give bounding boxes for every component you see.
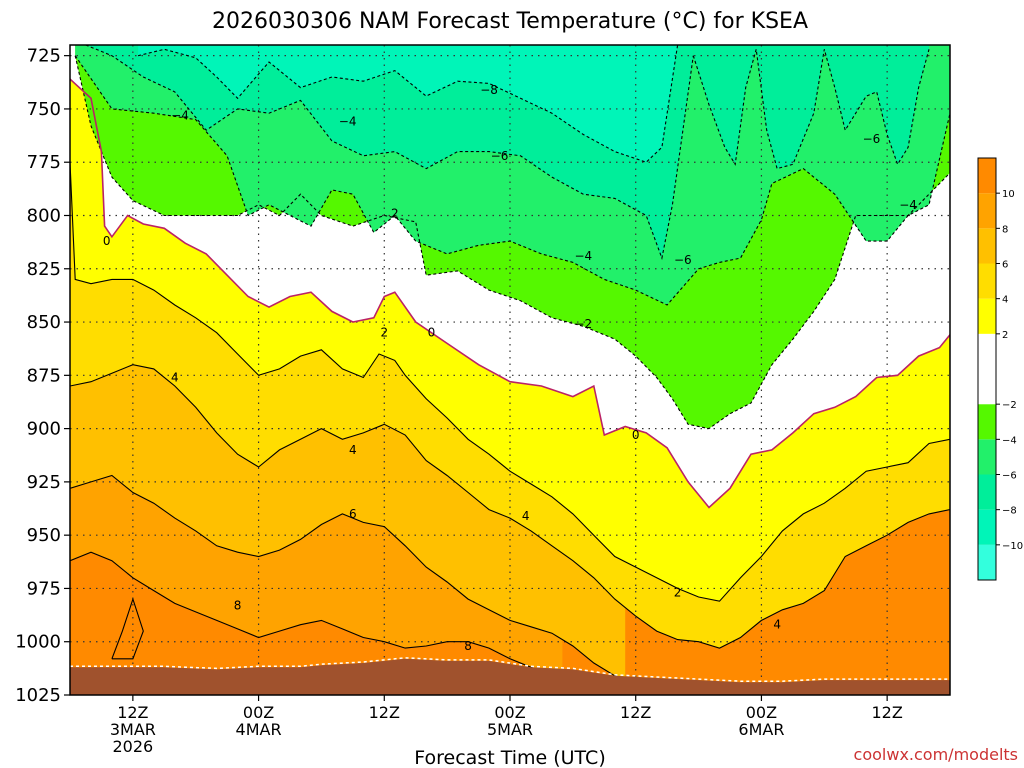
colorbar-band--8 bbox=[978, 474, 996, 510]
isotherm-line-6 bbox=[70, 162, 950, 602]
fill-level--6 bbox=[693, 45, 929, 169]
y-tick-label-900: 900 bbox=[27, 419, 61, 440]
isotherm-line-9 bbox=[70, 551, 563, 681]
temperature-fills bbox=[70, 45, 950, 695]
x-tick-label-72-2: 6MAR bbox=[738, 720, 784, 739]
x-tick-label-48-1: 00Z bbox=[494, 703, 525, 722]
colorbar-label-7: −6 bbox=[1002, 471, 1017, 482]
colorbar-label-1: 8 bbox=[1002, 224, 1008, 235]
colorbar-band--4 bbox=[978, 404, 996, 440]
contour-label-21: 8 bbox=[464, 639, 472, 653]
isotherm-line-5 bbox=[70, 78, 950, 509]
contour-label-2: −4 bbox=[171, 108, 189, 122]
colorbar-label-2: 6 bbox=[1002, 260, 1008, 271]
x-axis-label: Forecast Time (UTC) bbox=[414, 747, 605, 768]
fill-level--8 bbox=[138, 45, 678, 163]
y-tick-label-925: 925 bbox=[27, 472, 61, 493]
y-tick-label-725: 725 bbox=[27, 46, 61, 67]
plot-area: −8 −6 −4 −4 −4 −6 −6 −4 2 −2 0 0 0 2 2 4 4 4 4 6 8 8 bbox=[70, 45, 950, 695]
colorbar-label-5: −2 bbox=[1002, 400, 1017, 411]
ground-edge bbox=[70, 657, 950, 682]
isotherm-line-8 bbox=[70, 474, 626, 681]
y-tick-label-1025: 1025 bbox=[15, 685, 61, 706]
y-tick-label-850: 850 bbox=[27, 312, 61, 333]
y-tick-label-1000: 1000 bbox=[15, 632, 61, 653]
x-tick-label-48-2: 5MAR bbox=[487, 720, 533, 739]
contour-labels: −8 −6 −4 −4 −4 −6 −6 −4 2 −2 0 0 0 2 2 4 4 4 4 6 8 8 bbox=[103, 83, 917, 653]
y-axis: 725 750 775 800 825 850 875 900 925 950 975 1000 102… bbox=[15, 46, 70, 706]
ground-fill bbox=[70, 658, 950, 695]
colorbar-band-8 bbox=[978, 193, 996, 229]
y-tick-label-950: 950 bbox=[27, 525, 61, 546]
contour-label-16: 4 bbox=[349, 443, 357, 457]
colorbar-band-4 bbox=[978, 263, 996, 299]
colorbar-band--6 bbox=[978, 439, 996, 475]
y-tick-label-775: 775 bbox=[27, 152, 61, 173]
y-tick-label-875: 875 bbox=[27, 365, 61, 386]
contour-label-6: −6 bbox=[863, 132, 881, 146]
contour-label-18: 4 bbox=[773, 618, 781, 632]
contour-label-20: 8 bbox=[234, 598, 242, 612]
contour-label-4: −4 bbox=[574, 249, 592, 263]
isotherm-line-4 bbox=[74, 55, 950, 430]
colorbar-label-4: 2 bbox=[1002, 330, 1008, 341]
y-tick-label-825: 825 bbox=[27, 259, 61, 280]
isotherm-line-3 bbox=[74, 55, 950, 306]
contour-label-8: 2 bbox=[391, 206, 399, 220]
contour-label-10: 0 bbox=[103, 234, 111, 248]
colorbar-band-10 bbox=[978, 158, 996, 194]
surface-layer bbox=[70, 657, 950, 695]
isotherm-line-2 bbox=[692, 49, 930, 170]
colorbar-frame bbox=[977, 157, 997, 581]
chart-title: 2026030306 NAM Forecast Temperature (°C)… bbox=[212, 9, 808, 34]
isotherm-line-10 bbox=[111, 597, 144, 660]
colorbar-band-2 bbox=[978, 298, 996, 334]
x-tick-label-36-1: 12Z bbox=[369, 703, 400, 722]
isotherm-line-0 bbox=[137, 45, 679, 163]
colorbar-label-3: 4 bbox=[1002, 295, 1008, 306]
x-tick-label-84-1: 12Z bbox=[871, 703, 902, 722]
contour-label-0: −8 bbox=[480, 83, 498, 97]
colorbar: 10 8 6 4 2 −2 −4 −6 −8 −10 bbox=[977, 157, 1023, 581]
contour-label-19: 6 bbox=[349, 507, 357, 521]
credit-text[interactable]: coolwx.com/modelts bbox=[854, 745, 1018, 764]
y-tick-label-800: 800 bbox=[27, 205, 61, 226]
isotherm-line-1 bbox=[85, 45, 694, 261]
x-tick-label-12-2: 3MAR bbox=[110, 720, 156, 739]
y-tick-label-750: 750 bbox=[27, 99, 61, 120]
contour-label-11: 0 bbox=[428, 326, 436, 340]
colorbar-band--10 bbox=[978, 509, 996, 545]
colorbar-label-8: −8 bbox=[1002, 506, 1017, 517]
contour-label-3: −4 bbox=[339, 115, 357, 129]
contour-label-14: 2 bbox=[674, 586, 682, 600]
gridlines bbox=[70, 45, 950, 695]
colorbar-band--2 bbox=[978, 333, 996, 405]
colorbar-label-9: −10 bbox=[1002, 541, 1023, 552]
contour-label-15: 4 bbox=[171, 370, 179, 384]
y-tick-label-975: 975 bbox=[27, 578, 61, 599]
contour-label-5: −6 bbox=[674, 253, 692, 267]
colorbar-label-0: 10 bbox=[1002, 189, 1015, 200]
contour-label-12: 0 bbox=[632, 428, 640, 442]
x-tick-label-12-1: 12Z bbox=[117, 703, 148, 722]
isotherm-lines bbox=[70, 45, 950, 681]
fill-level-10 bbox=[111, 599, 144, 659]
contour-label-9: −2 bbox=[574, 317, 592, 331]
colorbar-band--12 bbox=[978, 544, 996, 580]
contour-label-7: −4 bbox=[899, 198, 917, 212]
x-tick-label-12-3: 2026 bbox=[112, 737, 153, 756]
x-tick-label-60-1: 12Z bbox=[620, 703, 651, 722]
colorbar-label-6: −4 bbox=[1002, 435, 1017, 446]
colorbar-band-6 bbox=[978, 228, 996, 264]
x-tick-label-72-1: 00Z bbox=[746, 703, 777, 722]
x-tick-label-24-2: 4MAR bbox=[236, 720, 282, 739]
contour-label-13: 2 bbox=[380, 326, 388, 340]
x-tick-label-24-1: 00Z bbox=[243, 703, 274, 722]
isotherm-line-7 bbox=[70, 364, 950, 649]
contour-label-1: −6 bbox=[491, 149, 509, 163]
contour-label-17: 4 bbox=[522, 509, 530, 523]
